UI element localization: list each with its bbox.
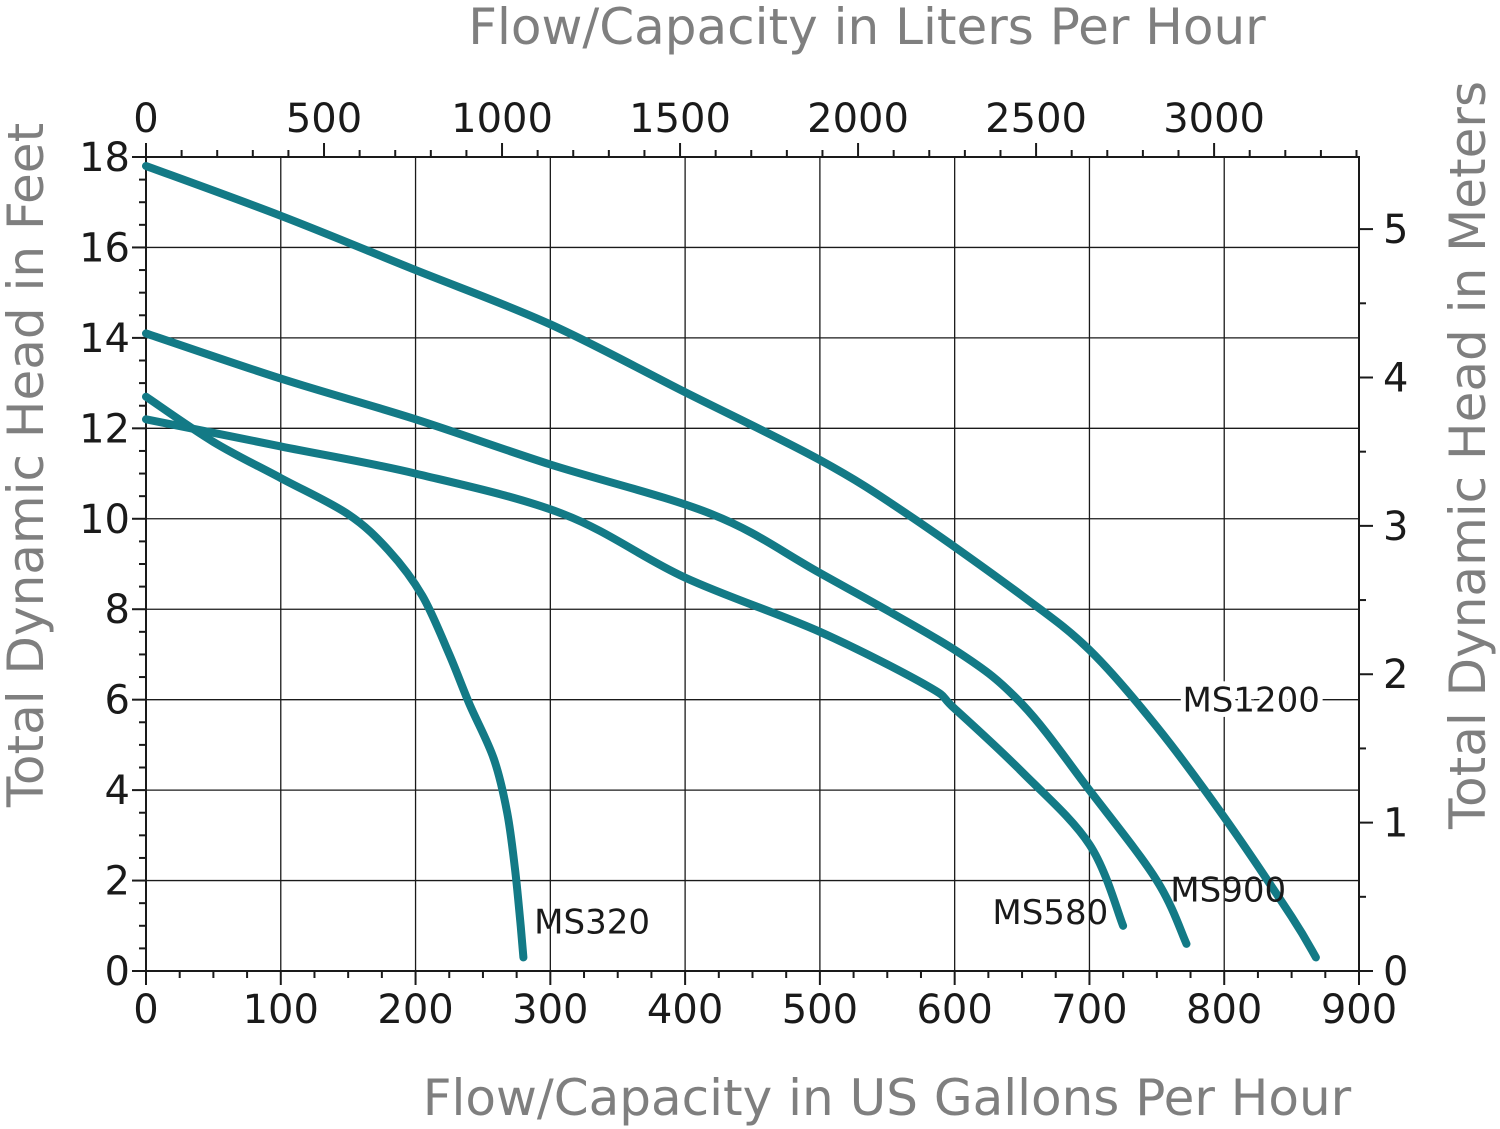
top-x-tick-label: 0: [133, 96, 158, 142]
x-tick-label: 200: [377, 987, 453, 1033]
y-tick-label: 4: [105, 768, 130, 814]
top-x-tick-label: 1500: [629, 96, 731, 142]
top-x-tick-label: 3000: [1163, 96, 1265, 142]
series-line-ms1200: [142, 162, 1320, 962]
y-axis-title: Total Dynamic Head in Feet: [0, 123, 55, 808]
y-tick-label: 8: [105, 587, 130, 633]
x-axis-title: Flow/Capacity in US Gallons Per Hour: [423, 1069, 1352, 1127]
top-x-tick-label: 500: [286, 96, 362, 142]
tick-labels: 0 100 200 300 400 500 600 700 800 900024681012141…: [79, 96, 1408, 1033]
series-label-ms1200: MS1200: [1182, 681, 1319, 721]
y-tick-label: 12: [79, 406, 130, 452]
y-tick-label: 2: [105, 859, 130, 905]
series-label-ms900: MS900: [1170, 871, 1286, 911]
x-tick-label: 700: [1051, 987, 1127, 1033]
y-tick-label: 14: [79, 316, 130, 362]
series-line-ms320: [142, 392, 528, 962]
right-y-tick-label: 2: [1383, 652, 1408, 698]
top-x-tick-label: 2000: [807, 96, 909, 142]
y-tick-label: 6: [105, 678, 130, 724]
right-y-tick-label: 1: [1383, 801, 1408, 847]
y-tick-label: 0: [105, 949, 130, 995]
x-tick-label: 800: [1186, 987, 1262, 1033]
series-label-ms320: MS320: [534, 902, 650, 942]
y-tick-label: 16: [79, 225, 130, 271]
right-y-tick-label: 3: [1383, 504, 1408, 550]
top-x-axis-title: Flow/Capacity in Liters Per Hour: [468, 0, 1266, 56]
x-tick-label: 600: [916, 987, 992, 1033]
right-y-tick-label: 0: [1383, 949, 1408, 995]
right-y-tick-label: 5: [1383, 207, 1408, 253]
series-line-ms900: [142, 329, 1191, 948]
y-tick-label: 18: [79, 135, 130, 181]
axis-ticks: [132, 143, 1373, 985]
gridlines: [145, 156, 1360, 972]
right-y-tick-label: 4: [1383, 355, 1408, 401]
x-tick-label: 100: [243, 987, 319, 1033]
plot-frame: [145, 156, 1360, 972]
y-tick-label: 10: [79, 497, 130, 543]
x-tick-label: 0: [133, 987, 158, 1033]
top-x-tick-label: 1000: [451, 96, 553, 142]
x-tick-label: 300: [512, 987, 588, 1033]
top-x-tick-label: 2500: [985, 96, 1087, 142]
series-labels: MS320 MS580 MS900 MS1200: [534, 676, 1325, 943]
x-tick-label: 500: [782, 987, 858, 1033]
right-y-axis-title: Total Dynamic Head in Meters: [1439, 81, 1497, 830]
series-label-ms580: MS580: [992, 893, 1108, 933]
series-lines: [142, 162, 1320, 962]
series-line-ms580: [142, 415, 1128, 930]
x-tick-label: 400: [647, 987, 723, 1033]
x-tick-label: 900: [1321, 987, 1397, 1033]
